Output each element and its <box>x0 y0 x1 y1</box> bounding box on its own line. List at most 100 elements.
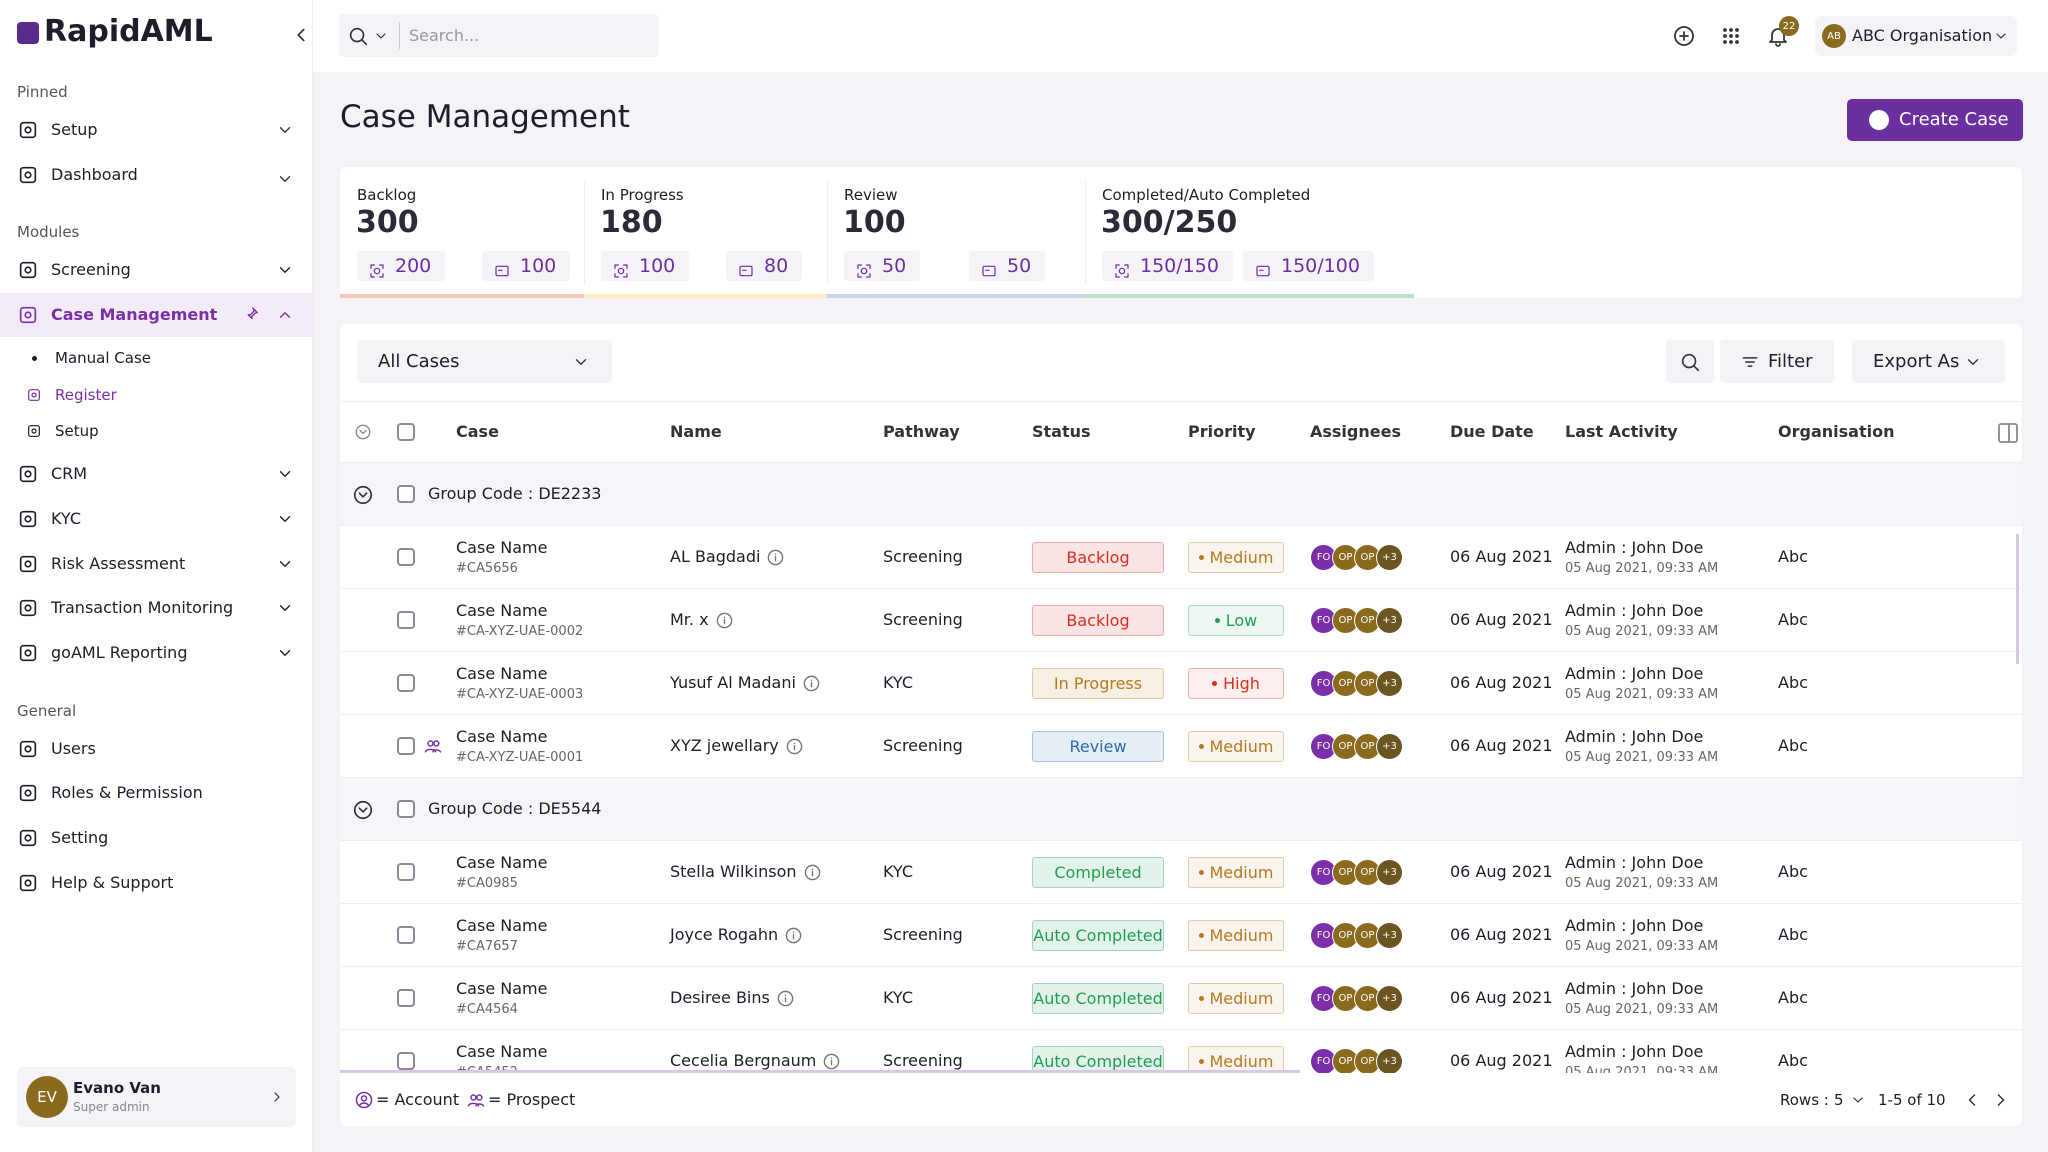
icon-shape <box>1118 267 1126 275</box>
icon <box>26 387 42 403</box>
nav-item[interactable]: Roles & Permission <box>51 783 203 803</box>
stat-pill: 50 <box>969 251 1046 281</box>
icon-shape <box>279 127 291 133</box>
status-badge: Completed <box>1032 857 1164 888</box>
icon-shape <box>476 1094 483 1101</box>
dot <box>1198 996 1204 1001</box>
rows-label: Rows : <box>1780 1091 1829 1109</box>
icon <box>494 258 510 277</box>
org-switcher[interactable]: AB ABC Organisation <box>1815 16 2017 56</box>
icon-shape <box>279 267 291 274</box>
sidebar: RapidAML Pinned Setup Dashboard Modules Scree… <box>0 0 313 1152</box>
divider <box>584 181 585 284</box>
pathway: KYC <box>883 673 913 692</box>
checkbox[interactable] <box>397 800 415 818</box>
checkbox[interactable] <box>397 485 415 503</box>
icon-shape <box>31 391 37 398</box>
icon-shape <box>349 27 368 46</box>
nav-item[interactable]: CRM <box>51 464 88 484</box>
legend-label: = Prospect <box>488 1090 576 1109</box>
checkbox[interactable] <box>397 926 415 944</box>
table-card: All Cases Filter Export As Case Name Pathway S… <box>340 324 2022 1126</box>
checkbox[interactable] <box>397 863 415 881</box>
case-filter-select[interactable]: All Cases <box>357 340 612 383</box>
icon <box>1672 24 1696 48</box>
nav-item[interactable]: Risk Assessment <box>51 553 186 573</box>
icon-shape <box>777 990 794 1007</box>
icon-shape <box>279 649 291 656</box>
case-row[interactable]: Case Name #CA5656 AL Bagdadi Screening Backl… <box>340 526 2022 589</box>
assignee-avatar: +3 <box>1376 544 1403 571</box>
nav-item[interactable]: goAML Reporting <box>51 642 188 662</box>
search-box[interactable]: Search... <box>339 14 659 57</box>
case-row[interactable]: Case Name #CA-XYZ-UAE-0003 Yusuf Al Madani… <box>340 652 2022 715</box>
nav-item[interactable]: Case Management <box>51 305 218 325</box>
user-card[interactable]: EV Evano Van Super admin <box>17 1067 296 1127</box>
brand: RapidAML <box>44 14 213 49</box>
icon <box>785 737 804 756</box>
nav-subitem[interactable]: Manual Case <box>55 349 151 368</box>
nav-subitem[interactable]: Register <box>55 385 117 404</box>
icon <box>17 872 39 894</box>
nav-subitem[interactable]: Setup <box>55 422 99 441</box>
case-name: Case Name <box>456 979 548 998</box>
case-row[interactable]: Case Name #CA0985 Stella Wilkinson KYC Compl… <box>340 841 2022 904</box>
icon <box>803 863 822 882</box>
status-badge: Review <box>1032 731 1164 762</box>
case-row[interactable]: Case Name #CA5452 Cecelia Bergnaum Screenin… <box>340 1030 2022 1073</box>
nav-item[interactable]: Help & Support <box>51 872 174 892</box>
stat-total: 300 <box>356 205 419 240</box>
activity-time: 05 Aug 2021, 09:33 AM <box>1565 750 1719 765</box>
export-button[interactable]: Export As <box>1852 340 2005 383</box>
icon-shape <box>19 740 37 757</box>
assignee-avatar: +3 <box>1376 670 1403 697</box>
nav-item[interactable]: Transaction Monitoring <box>51 598 234 618</box>
icon-shape <box>358 807 368 813</box>
checkbox[interactable] <box>397 423 415 441</box>
checkbox[interactable] <box>397 737 415 755</box>
icon <box>276 465 294 483</box>
icon-shape <box>467 1102 485 1107</box>
icon-shape <box>716 612 733 629</box>
filter-button[interactable]: Filter <box>1720 340 1834 383</box>
icon-shape <box>376 33 386 39</box>
checkbox[interactable] <box>397 674 415 692</box>
icon <box>17 782 39 804</box>
stat-pill: 50 <box>844 251 921 281</box>
case-row[interactable]: Case Name #CA-XYZ-UAE-0002 Mr. x Screening B… <box>340 589 2022 652</box>
icon <box>352 799 374 821</box>
rows-select[interactable]: 5 <box>1834 1091 1844 1109</box>
checkbox[interactable] <box>397 611 415 629</box>
case-row[interactable]: Case Name #CA-XYZ-UAE-0001 XYZ jewellary Sc… <box>340 715 2022 778</box>
icon-shape <box>467 1094 485 1107</box>
icon-shape <box>19 121 37 139</box>
nav-item[interactable]: Screening <box>51 260 131 280</box>
checkbox[interactable] <box>397 989 415 1007</box>
icon-shape <box>19 306 37 324</box>
icon <box>373 28 389 44</box>
icon-shape <box>1681 353 1700 372</box>
checkbox[interactable] <box>397 548 415 566</box>
case-row[interactable]: Case Name #CA7657 Joyce Rogahn Screening Aut… <box>340 904 2022 967</box>
nav-item[interactable]: Users <box>51 738 96 758</box>
icon-shape <box>19 644 37 662</box>
icon-shape <box>279 176 291 182</box>
due-date: 06 Aug 2021 <box>1450 547 1553 566</box>
stat-bar <box>827 294 1085 298</box>
organisation: Abc <box>1778 610 1808 629</box>
nav-item[interactable]: KYC <box>51 508 81 528</box>
person-name: Yusuf Al Madani <box>670 673 796 692</box>
icon-shape <box>19 555 37 572</box>
case-row[interactable]: Case Name #CA4564 Desiree Bins KYC Auto Comp… <box>340 967 2022 1030</box>
checkbox[interactable] <box>397 1052 415 1070</box>
icon-shape <box>19 166 37 183</box>
icon <box>1719 24 1743 48</box>
create-case-button[interactable]: Create Case <box>1847 99 2023 141</box>
icon-shape <box>1674 26 1694 46</box>
table-search-button[interactable] <box>1666 340 1714 383</box>
nav-item[interactable]: Setting <box>51 828 109 847</box>
nav-item[interactable]: Dashboard <box>51 164 138 184</box>
icon-shape <box>279 471 291 478</box>
nav-item[interactable]: Setup <box>51 120 98 139</box>
icon-shape <box>279 267 291 274</box>
